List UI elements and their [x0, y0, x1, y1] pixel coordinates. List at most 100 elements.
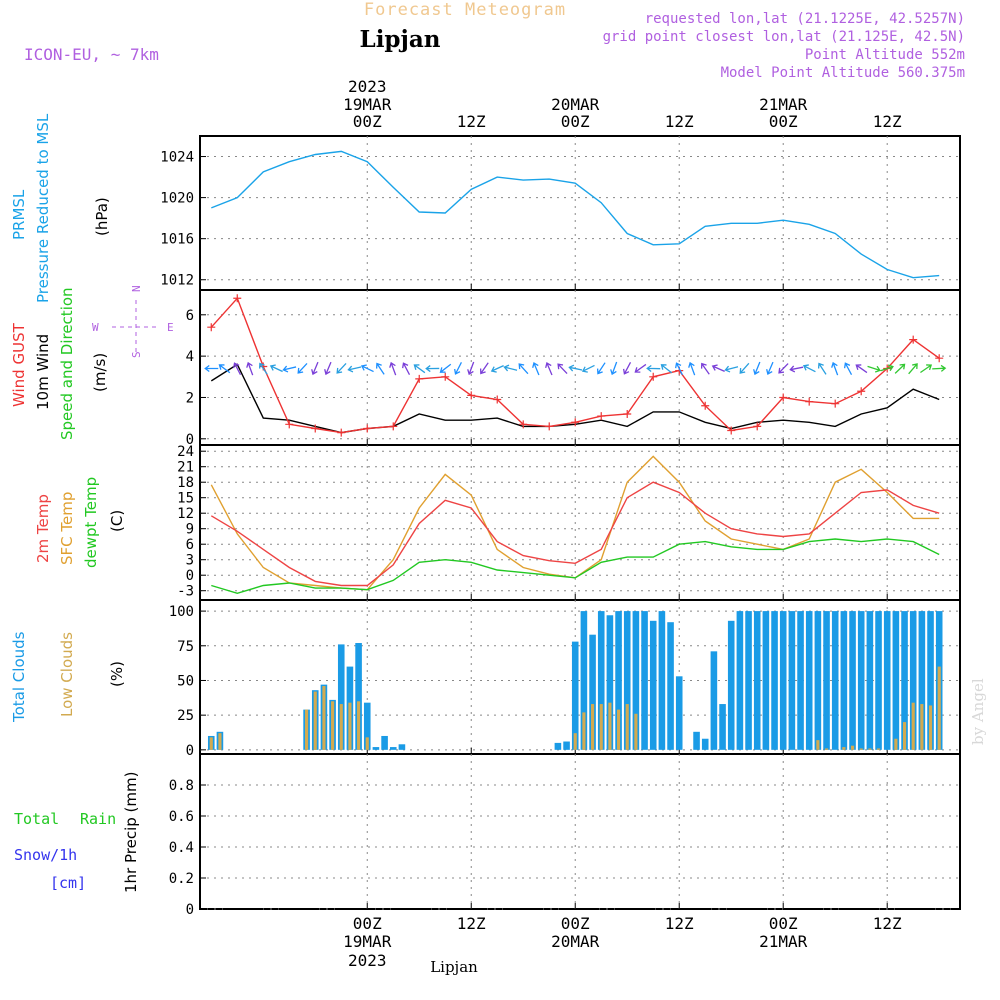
wind-arrow-156	[880, 364, 894, 372]
wind-arrow-69	[503, 364, 518, 372]
total-cloud-bar-78	[883, 611, 891, 750]
bottom-hour-label-3: 12Z	[665, 914, 694, 933]
precip-axis-label: 1hr Precip (mm)	[122, 772, 140, 893]
total-cloud-bar-59	[719, 704, 726, 750]
wind-arrow-24	[311, 361, 319, 376]
total-cloud-bar-81	[909, 611, 917, 750]
wind-arrow-shape-99	[634, 363, 647, 373]
low-cloud-bar-82	[920, 704, 924, 750]
ytick-temp-3: 15	[177, 491, 194, 507]
ytick-pressure-2: 1016	[160, 232, 194, 248]
gust-marker-21	[753, 422, 762, 431]
total-cloud-bar-68	[797, 611, 804, 750]
wind-arrow-shape-27	[324, 361, 332, 376]
wind-arrow-57	[454, 362, 462, 375]
total-cloud-bar-75	[857, 611, 865, 750]
y-axis-ticks: 1024102010161012642024211815129630-31007…	[160, 150, 194, 918]
wind-arrow-shape-3	[218, 364, 231, 374]
gust-marker-14	[571, 418, 580, 427]
wind-arrow-shape-45	[402, 362, 411, 376]
wind-arrow-39	[375, 362, 385, 375]
gust-marker-8	[415, 374, 424, 383]
ytick-temp-4: 12	[177, 506, 194, 522]
wind-10m-label: 10m Wind	[34, 334, 52, 410]
total-cloud-bar-22	[398, 744, 406, 750]
dewpt-temp-line	[211, 538, 940, 595]
wind-arrow-75	[532, 361, 540, 376]
low-cloud-bar-73	[842, 747, 846, 750]
wind-arrow-165	[920, 364, 933, 374]
wind-arrow-90	[596, 362, 606, 375]
wind-gust-label: Wind GUST	[10, 322, 28, 407]
gust-marker-23	[805, 397, 814, 406]
point-altitude: Point Altitude 552m	[805, 47, 965, 63]
ytick-clouds-3: 25	[177, 708, 194, 724]
low-clouds-label: Low Clouds	[58, 632, 76, 717]
wind-arrow-54	[439, 363, 452, 373]
top-hour-label-1: 12Z	[457, 112, 486, 131]
wind-arrow-shape-63	[479, 362, 489, 375]
compass-e: E	[167, 321, 174, 334]
wind-arrow-shape-81	[557, 363, 568, 375]
low-cloud-bar-0	[209, 737, 213, 750]
gust-marker-10	[467, 391, 476, 400]
total-cloud-bar-47	[615, 611, 622, 750]
precip-labels: Total Rain Snow/1h [cm] 1hr Precip (mm)	[14, 772, 140, 893]
requested-coords: requested lon,lat (21.1225E, 42.5257N)	[645, 11, 965, 27]
low-cloud-bar-45	[599, 704, 603, 750]
wind-arrow-153	[867, 365, 881, 373]
percent-unit-label: (%)	[108, 661, 126, 687]
total-cloud-bar-21	[389, 747, 397, 750]
wind-arrow-111	[688, 361, 696, 376]
wind-arrow-shape-78	[545, 362, 553, 376]
total-cloud-bar-73	[840, 611, 848, 750]
wind-arrow-shape-120	[724, 365, 739, 373]
total-cloud-bar-79	[892, 611, 900, 750]
wind-arrow-shape-0	[204, 365, 219, 373]
wind-arrow-3	[218, 364, 231, 374]
ytick-clouds-2: 50	[177, 673, 194, 689]
bottom-hour-label-5: 12Z	[873, 914, 902, 933]
gust-marker-3	[285, 420, 294, 429]
gust-marker-24	[831, 399, 840, 408]
total-cloud-bar-48	[623, 611, 631, 750]
total-cloud-bar-53	[667, 622, 674, 750]
low-cloud-bar-15	[339, 704, 343, 750]
low-cloud-bar-14	[331, 701, 335, 750]
wind-labels: Wind GUST 10m Wind Speed and Direction (…	[10, 287, 109, 440]
total-cloud-bar-43	[580, 611, 588, 750]
wind-arrow-shape-93	[610, 361, 618, 376]
wind-arrow-shape-84	[568, 364, 583, 372]
top-hour-label-0: 00Z	[353, 112, 382, 131]
wind-arrow-shape-132	[778, 363, 789, 374]
wind-arrow-27	[324, 361, 332, 376]
wind-arrow-shape-60	[467, 361, 475, 376]
gust-marker-25	[857, 387, 866, 396]
total-cloud-bar-74	[849, 611, 856, 750]
wind-arrow-shape-165	[920, 364, 933, 374]
low-cloud-bar-77	[876, 748, 881, 750]
wind-arrow-shape-147	[843, 362, 853, 376]
wind-arrow-shape-162	[908, 363, 918, 375]
total-cloud-bar-56	[693, 731, 700, 750]
low-cloud-bar-47	[617, 709, 621, 750]
low-cloud-bar-48	[625, 704, 629, 750]
wind-arrow-shape-12	[259, 362, 268, 375]
bottom-date-label-0: 19MAR	[343, 932, 392, 951]
bottom-hour-label-1: 12Z	[457, 914, 486, 933]
ytick-precip-4: 0	[186, 902, 194, 918]
ytick-pressure-1: 1020	[160, 191, 194, 207]
total-cloud-bar-15	[337, 644, 345, 750]
total-clouds-label: Total Clouds	[10, 631, 28, 723]
total-cloud-bar-70	[814, 611, 822, 750]
total-cloud-bar-45	[597, 611, 605, 750]
panel-pressure-frame	[199, 135, 961, 291]
gust-marker-7	[389, 422, 398, 431]
wind-arrow-48	[413, 364, 426, 374]
wind-arrow-shape-159	[894, 363, 906, 374]
wind-arrow-162	[908, 363, 918, 375]
ytick-pressure-3: 1012	[160, 273, 194, 289]
wind-arrow-21	[297, 362, 308, 374]
low-cloud-bar-12	[313, 691, 317, 750]
wind-arrow-shape-75	[532, 361, 540, 376]
